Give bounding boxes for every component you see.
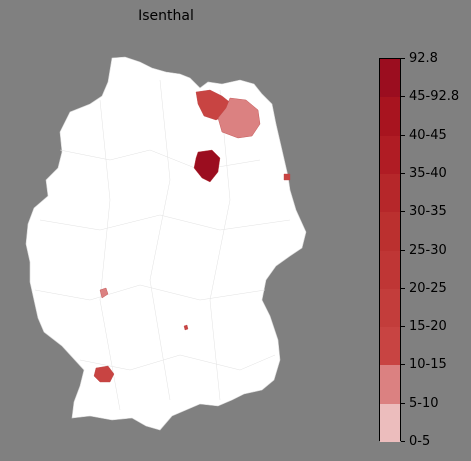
colorbar-tick-label: 20-25 — [409, 281, 447, 296]
colorbar-tick-mark — [401, 58, 405, 59]
internal-borders — [34, 79, 291, 411]
colorbar-segment — [380, 173, 400, 213]
colorbar — [379, 58, 401, 443]
colorbar-tick-label: 15-20 — [409, 319, 447, 334]
colorbar-tick-mark — [401, 441, 405, 442]
germany-outline — [25, 56, 307, 431]
germany-choropleth-map — [25, 56, 307, 431]
colorbar-segment — [380, 59, 400, 98]
region-west-central — [99, 287, 109, 299]
colorbar-tick-label: 5-10 — [409, 396, 439, 411]
colorbar-segment — [380, 97, 400, 137]
colorbar-tick-label: 45-92.8 — [409, 89, 460, 104]
colorbar-tick-label: 25-30 — [409, 243, 447, 258]
colorbar-tick-label: 92.8 — [409, 51, 438, 66]
colorbar-segment — [380, 135, 400, 175]
colorbar-segment — [380, 212, 400, 251]
colorbar-tick-mark — [401, 403, 405, 404]
region-uckermark — [217, 97, 261, 139]
region-berlin-area — [193, 149, 221, 183]
colorbar-tick-mark — [401, 135, 405, 136]
colorbar-tick-label: 10-15 — [409, 357, 447, 372]
colorbar-segment — [380, 403, 400, 443]
colorbar-tick-mark — [401, 96, 405, 97]
colorbar-tick-mark — [401, 364, 405, 365]
colorbar-tick-label: 40-45 — [409, 128, 447, 143]
colorbar-tick-label: 35-40 — [409, 166, 447, 181]
colorbar-segment — [380, 250, 400, 290]
map-title: Isenthal — [138, 8, 194, 24]
colorbar-tick-mark — [401, 326, 405, 327]
region-south-west — [93, 365, 115, 383]
colorbar-tick-label: 30-35 — [409, 204, 447, 219]
colorbar-tick-label: 0-5 — [409, 434, 431, 449]
colorbar-tick-mark — [401, 250, 405, 251]
region-oder-border — [283, 173, 291, 181]
colorbar-tick-mark — [401, 288, 405, 289]
colorbar-segment — [380, 288, 400, 328]
colorbar-tick-mark — [401, 211, 405, 212]
colorbar-tick-mark — [401, 173, 405, 174]
colorbar-segment — [380, 365, 400, 405]
region-bavaria-small — [183, 324, 189, 331]
colorbar-segment — [380, 327, 400, 366]
